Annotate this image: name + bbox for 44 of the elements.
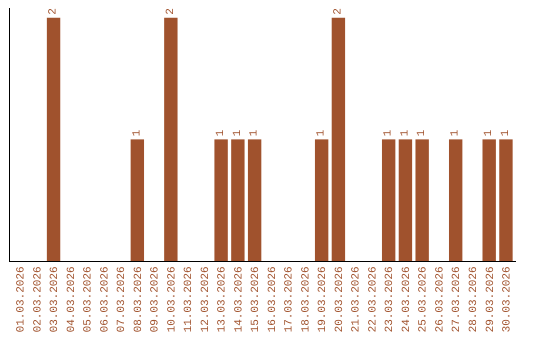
x-tick-label: 20.03.2026 — [334, 266, 346, 332]
data-label: 2 — [332, 8, 344, 15]
x-tick-label: 15.03.2026 — [250, 266, 262, 332]
x-tick-label: 01.03.2026 — [16, 266, 28, 332]
data-label: 1 — [316, 129, 328, 136]
x-tick-label: 29.03.2026 — [484, 266, 497, 332]
data-label: 2 — [48, 8, 60, 15]
x-tick-label: 21.03.2026 — [350, 266, 363, 332]
x-tick-label: 17.03.2026 — [284, 266, 296, 332]
x-tick-label: 12.03.2026 — [200, 266, 212, 332]
data-label: 1 — [215, 129, 228, 136]
data-label: 1 — [382, 129, 395, 136]
x-tick-label: 24.03.2026 — [400, 266, 413, 332]
x-tick-label: 10.03.2026 — [166, 266, 178, 332]
data-label: 1 — [131, 129, 144, 136]
x-tick-label: 02.03.2026 — [32, 266, 44, 332]
x-tick-label: 09.03.2026 — [150, 266, 162, 332]
x-tick-label: 11.03.2026 — [183, 266, 196, 332]
data-label: 1 — [248, 129, 261, 136]
x-tick-label: 19.03.2026 — [317, 266, 330, 332]
x-tick-label: 27.03.2026 — [451, 266, 464, 332]
data-label: 1 — [232, 129, 244, 136]
data-label: 1 — [450, 129, 462, 136]
data-label: 1 — [416, 129, 428, 136]
data-label: 1 — [500, 129, 512, 136]
x-tick-label: 05.03.2026 — [82, 266, 95, 332]
x-tick-label: 23.03.2026 — [384, 266, 396, 332]
data-label: 1 — [483, 129, 496, 136]
x-tick-label: 30.03.2026 — [502, 266, 514, 332]
x-tick-label: 18.03.2026 — [300, 266, 312, 332]
x-tick-label: 07.03.2026 — [116, 266, 128, 332]
x-tick-label: 13.03.2026 — [216, 266, 229, 332]
x-tick-label: 08.03.2026 — [132, 266, 145, 332]
x-tick-label: 06.03.2026 — [99, 266, 112, 332]
x-tick-label: 03.03.2026 — [49, 266, 62, 332]
x-tick-label: 28.03.2026 — [468, 266, 480, 332]
x-tick-label: 26.03.2026 — [434, 266, 447, 332]
data-label: 2 — [164, 8, 177, 15]
x-tick-label: 25.03.2026 — [418, 266, 430, 332]
data-label: 1 — [399, 129, 412, 136]
x-tick-label: 14.03.2026 — [233, 266, 246, 332]
x-tick-label: 22.03.2026 — [367, 266, 380, 332]
x-tick-label: 04.03.2026 — [66, 266, 78, 332]
x-tick-label: 16.03.2026 — [266, 266, 279, 332]
